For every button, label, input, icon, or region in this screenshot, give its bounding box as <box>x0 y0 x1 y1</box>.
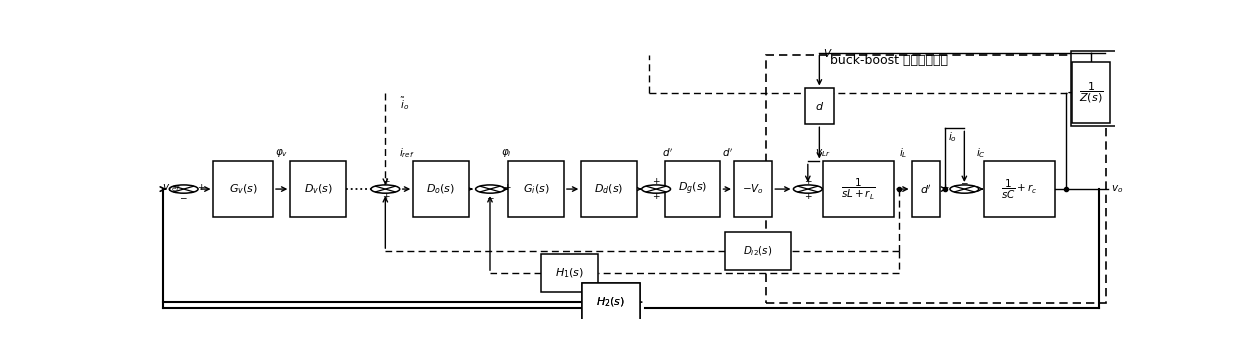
Text: $\tilde{i}_o$: $\tilde{i}_o$ <box>400 95 409 112</box>
Text: $-$: $-$ <box>486 192 494 201</box>
Text: $H_1(s)$: $H_1(s)$ <box>555 266 585 280</box>
Text: $\dfrac{1}{sC}+r_c$: $\dfrac{1}{sC}+r_c$ <box>1001 178 1037 201</box>
Text: $\dfrac{1}{sL+r_L}$: $\dfrac{1}{sL+r_L}$ <box>841 176 876 202</box>
Text: buck-boost 变换器方框图: buck-boost 变换器方框图 <box>830 54 948 67</box>
FancyBboxPatch shape <box>582 283 639 321</box>
FancyBboxPatch shape <box>725 232 790 270</box>
Text: $G_i(s)$: $G_i(s)$ <box>523 182 549 196</box>
FancyBboxPatch shape <box>213 161 273 217</box>
Text: $\dfrac{1}{Z(s)}$: $\dfrac{1}{Z(s)}$ <box>1079 80 1103 105</box>
FancyBboxPatch shape <box>508 161 564 217</box>
Text: +: + <box>382 178 389 187</box>
Circle shape <box>642 185 670 193</box>
FancyBboxPatch shape <box>984 161 1054 217</box>
FancyBboxPatch shape <box>823 161 895 217</box>
Text: $G_v(s)$: $G_v(s)$ <box>229 182 258 196</box>
Text: $-V_o$: $-V_o$ <box>742 182 764 196</box>
Text: $d'$: $d'$ <box>921 183 932 195</box>
Circle shape <box>950 185 979 193</box>
Text: $H_2(s)$: $H_2(s)$ <box>596 295 626 309</box>
Text: $\varphi_i$: $\varphi_i$ <box>501 147 512 159</box>
Text: $D_o(s)$: $D_o(s)$ <box>426 182 456 196</box>
Text: $\varphi_v$: $\varphi_v$ <box>275 147 289 159</box>
Text: $d$: $d$ <box>815 100 824 112</box>
Text: +: + <box>653 178 660 187</box>
FancyBboxPatch shape <box>805 88 834 124</box>
FancyBboxPatch shape <box>912 161 940 217</box>
Text: +: + <box>804 178 812 187</box>
Text: +: + <box>382 192 389 201</box>
Text: $i_o$: $i_o$ <box>948 130 958 144</box>
Text: $D_g(s)$: $D_g(s)$ <box>678 181 707 197</box>
Text: +: + <box>804 192 812 201</box>
FancyBboxPatch shape <box>582 283 639 321</box>
FancyBboxPatch shape <box>665 161 720 217</box>
Circle shape <box>793 185 823 193</box>
Text: +: + <box>653 192 660 201</box>
Text: +: + <box>197 183 204 192</box>
Text: $i_C$: $i_C$ <box>976 146 986 160</box>
Text: +: + <box>942 183 949 192</box>
Text: $-$: $-$ <box>960 178 969 187</box>
Text: $V_i$: $V_i$ <box>824 48 835 62</box>
Text: $D_{i2}(s)$: $D_{i2}(s)$ <box>743 244 773 258</box>
Text: $i_{ref}$: $i_{ref}$ <box>399 146 414 160</box>
Text: $D_v(s)$: $D_v(s)$ <box>304 182 332 196</box>
Text: $-$: $-$ <box>180 192 188 201</box>
Text: $H_2(s)$: $H_2(s)$ <box>596 295 626 309</box>
FancyBboxPatch shape <box>413 161 468 217</box>
FancyBboxPatch shape <box>733 161 772 217</box>
Circle shape <box>370 185 400 193</box>
FancyBboxPatch shape <box>290 161 346 217</box>
Text: $d'$: $d'$ <box>662 147 673 159</box>
FancyBboxPatch shape <box>541 254 598 292</box>
FancyBboxPatch shape <box>581 161 637 217</box>
Circle shape <box>476 185 504 193</box>
Text: $v_{Lr}$: $v_{Lr}$ <box>815 147 830 159</box>
Text: +: + <box>503 183 510 192</box>
FancyBboxPatch shape <box>1070 51 1121 126</box>
Text: $v_o$: $v_o$ <box>1111 183 1124 195</box>
Text: $D_d(s)$: $D_d(s)$ <box>595 182 623 196</box>
Circle shape <box>170 185 198 193</box>
Text: $v_{ref}$: $v_{ref}$ <box>161 182 181 194</box>
FancyBboxPatch shape <box>1072 62 1110 123</box>
Text: $d'$: $d'$ <box>721 147 732 159</box>
Text: $i_L$: $i_L$ <box>898 146 907 160</box>
